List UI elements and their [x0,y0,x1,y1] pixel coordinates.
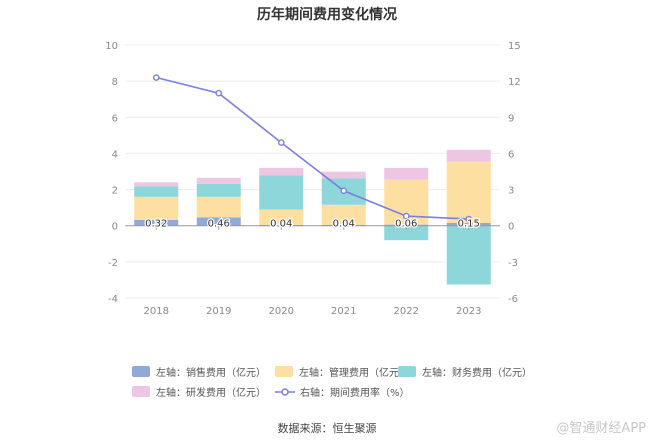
bar-segment [321,171,366,179]
legend-swatch [132,386,150,397]
data-label: 0.04 [270,219,292,230]
bar-segment [134,182,179,187]
y-right-tick-label: 9 [508,113,514,124]
axis-labels-layer: -4 -2 0 2 4 6 8 10 -6 -3 0 3 6 9 12 15 2018 2019 2020 2021 2… [105,41,520,317]
bar-segment [259,175,304,210]
y-left-tick-label: 6 [112,113,118,124]
data-label: 0.04 [333,219,355,230]
data-label: 0.32 [145,219,167,230]
bar-segment [384,167,429,180]
bar-segment [259,167,304,176]
bar-segment [134,219,179,226]
line-layer [152,74,473,223]
rate-point [402,212,410,220]
chart-canvas: 0.32 0.46 0.04 0.04 0.06 0.15 -4 -2 0 2 4 6 8 10 -6 -3… [105,41,520,317]
bar-segment [196,217,241,226]
chart-title: 历年期间费用变化情况 [257,7,397,23]
data-label: 0.06 [395,219,417,230]
x-tick-label: 2022 [394,306,419,317]
bar-segment [259,209,304,225]
data-source: 数据来源：恒生聚源 [277,422,377,435]
y-right-tick-label: 12 [508,77,521,88]
zero-line-layer [125,225,500,230]
bars-layer [134,149,491,285]
bar-segment [196,177,241,184]
rate-line [156,76,469,220]
data-labels-layer: 0.32 0.46 0.04 0.04 0.06 0.15 [144,217,481,231]
bar-segment [196,196,241,218]
y-right-tick-label: -3 [508,258,518,269]
rate-point [215,89,223,97]
watermark: @智通财经APP [556,421,646,436]
y-left-tick-label: 8 [112,77,118,88]
x-tick-label: 2023 [456,306,481,317]
legend-swatch [398,366,416,377]
rate-point [152,74,160,81]
legend-label: 左轴：管理费用（亿元） [299,368,409,379]
bar-segment [384,224,429,226]
y-right-tick-label: 3 [508,186,514,197]
rate-point [277,139,285,146]
y-right-tick-label: -6 [508,294,518,305]
rate-point [465,215,473,223]
y-right-tick-label: 0 [508,222,514,233]
y-left-tick-label: 0 [112,222,118,233]
bar-segment [134,196,179,220]
legend-item[interactable]: 左轴：销售费用（亿元） [132,364,266,379]
y-left-tick-label: 4 [112,149,118,160]
legend-line-swatch [275,387,295,396]
y-right-tick-label: 6 [508,149,514,160]
bar-segment [446,225,491,285]
legend-label: 左轴：研发费用（亿元） [156,388,266,399]
grid-layer [125,44,500,299]
bar-segment [446,161,491,224]
data-label: 0.46 [208,219,230,230]
legend-swatch [132,366,150,377]
legend-label: 左轴：销售费用（亿元） [156,368,266,379]
y-left-tick-label: 10 [105,41,118,52]
y-left-tick-label: 2 [112,186,118,197]
legend-swatch [275,366,293,377]
y-left-tick-label: -4 [108,294,118,305]
bar-segment [446,149,491,162]
rate-point [340,187,348,195]
x-tick-label: 2018 [144,306,169,317]
y-right-tick-label: 15 [508,41,521,52]
data-label: 0.15 [458,219,480,230]
bar-segment [446,223,491,226]
bar-segment [196,183,241,197]
legend-item[interactable]: 左轴：研发费用（亿元） [132,384,266,399]
legend-item[interactable]: 右轴：期间费用率（%） [275,384,410,399]
bar-segment [384,225,429,241]
bar-segment [134,186,179,197]
legend-item[interactable]: 左轴：管理费用（亿元） [275,364,409,379]
bar-segment [321,204,366,225]
x-tick-label: 2021 [331,306,356,317]
x-tick-label: 2019 [206,306,231,317]
legend-label: 左轴：财务费用（亿元） [422,368,532,379]
legend-item[interactable]: 左轴：财务费用（亿元） [398,364,532,379]
x-tick-label: 2020 [269,306,294,317]
legend-label: 右轴：期间费用率（%） [300,388,410,399]
y-left-tick-label: -2 [108,258,118,269]
